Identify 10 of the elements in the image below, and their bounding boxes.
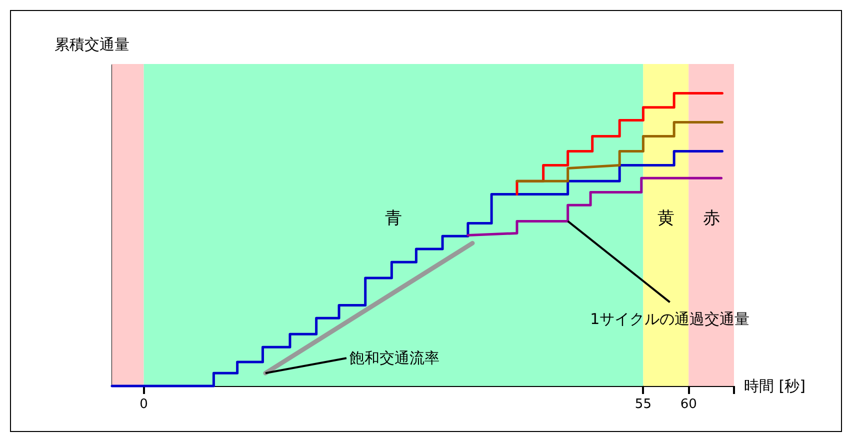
x-tick-label: 55 xyxy=(634,397,652,412)
band-label: 赤 xyxy=(702,208,720,229)
annotation: 1サイクルの通過交通量 xyxy=(590,310,750,328)
band-label: 青 xyxy=(384,208,402,229)
x-tick-label: 60 xyxy=(680,397,697,412)
y-axis-title: 累積交通量 xyxy=(54,36,130,54)
x-tick-label: 0 xyxy=(140,397,148,412)
band-label: 黄 xyxy=(657,208,674,229)
x-axis-title: 時間 [秒] xyxy=(744,377,806,395)
annotation: 飽和交通流率 xyxy=(349,349,440,368)
